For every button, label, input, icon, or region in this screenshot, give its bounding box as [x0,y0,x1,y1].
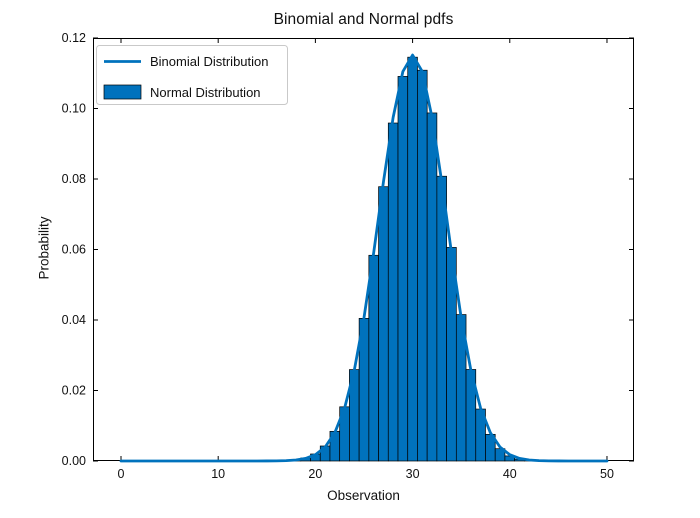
y-tick-label: 0.12 [62,31,86,45]
legend-patch-glyph [103,84,142,100]
y-tick-label: 0.10 [62,102,86,116]
y-axis-label: Probability [36,216,52,280]
histogram-bar [426,112,438,462]
y-tick-label: 0.04 [62,313,86,327]
legend-box [96,45,288,105]
histogram-bar [417,69,428,462]
y-tick-label: 0.02 [62,384,86,398]
histogram-bar [378,186,389,462]
x-tick-label: 30 [406,467,420,481]
y-tick-label: 0.00 [62,454,86,468]
histogram-bar [387,122,399,462]
y-tick-label: 0.08 [62,172,86,186]
histogram-bar [407,56,418,462]
histogram-bar [436,175,447,462]
x-axis-label: Observation [327,488,400,503]
x-tick-label: 50 [600,467,614,481]
legend-entry-label: Binomial Distribution [150,54,269,69]
x-tick-label: 20 [308,467,322,481]
x-tick-label: 10 [211,467,225,481]
histogram-bar [368,254,379,462]
chart-title: Binomial and Normal pdfs [273,11,454,28]
histogram-bar [397,76,409,462]
pdf-line [119,53,609,463]
x-tick-label: 40 [503,467,517,481]
x-tick-label: 0 [118,467,125,481]
y-tick-label: 0.06 [62,243,86,257]
legend-entry-label: Normal Distribution [150,85,261,100]
